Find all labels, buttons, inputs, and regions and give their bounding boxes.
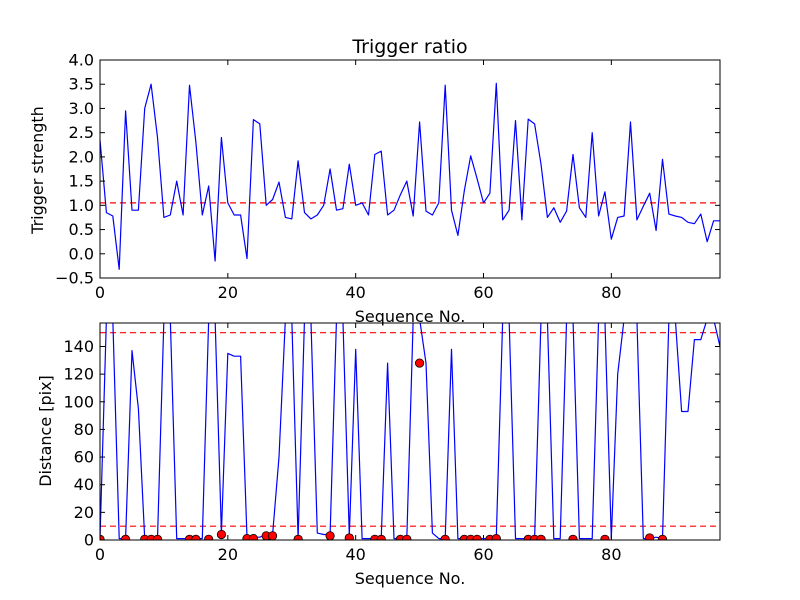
x-tick-label: 80 — [601, 545, 621, 564]
x-axis-label: Sequence No. — [355, 307, 466, 326]
y-tick-label: 0.5 — [69, 220, 94, 239]
data-point — [536, 534, 546, 540]
y-tick-label: −0.5 — [55, 269, 94, 288]
x-tick-labels: 0 20 40 60 80 — [95, 283, 622, 302]
data-point — [402, 534, 412, 540]
data-point — [568, 534, 578, 540]
y-tick-label: 1.5 — [69, 172, 94, 191]
x-tick-label: 60 — [473, 545, 493, 564]
data-point — [645, 533, 655, 540]
y-tick-label: 0 — [84, 531, 94, 550]
y-tick-label: 120 — [63, 365, 94, 384]
data-point — [376, 534, 386, 540]
y-tick-label: 3.0 — [69, 99, 94, 118]
data-point — [657, 534, 668, 540]
data-point — [120, 534, 131, 540]
data-point — [344, 533, 354, 540]
x-tick-label: 40 — [345, 545, 365, 564]
plot-area — [100, 82, 720, 270]
y-tick-label: 40 — [74, 475, 94, 494]
y-tick-label: 0.0 — [69, 244, 94, 263]
x-tick-labels: 0 20 40 60 80 — [95, 545, 622, 564]
axes-frame — [99, 59, 721, 279]
x-axis-label: Sequence No. — [355, 569, 466, 588]
y-tick-label: 4.0 — [69, 51, 94, 70]
data-point — [204, 534, 214, 540]
data-point — [440, 534, 450, 540]
data-point — [191, 534, 201, 540]
x-tick-label: 20 — [218, 545, 238, 564]
y-axis-label: Trigger strength — [28, 106, 47, 235]
x-tick-label: 0 — [95, 545, 105, 564]
series-line — [100, 82, 720, 270]
y-tick-label: 100 — [63, 392, 94, 411]
y-tick-labels: 0 20 40 60 80 100 120 140 — [63, 337, 94, 550]
y-tick-label: 80 — [74, 420, 94, 439]
y-tick-label: 60 — [74, 448, 94, 467]
data-point — [293, 534, 303, 540]
tick-marks — [99, 323, 720, 541]
axes-frame — [99, 322, 721, 541]
y-tick-label: 3.5 — [69, 75, 94, 94]
y-axis-label: Distance [pix] — [36, 375, 55, 487]
x-tick-label: 60 — [473, 283, 493, 302]
x-tick-label: 20 — [218, 283, 238, 302]
data-point — [267, 531, 278, 540]
x-tick-label: 40 — [345, 283, 365, 302]
data-point — [472, 534, 482, 540]
data-point — [248, 534, 259, 540]
data-point — [414, 358, 425, 368]
y-tick-labels: −0.5 0.0 0.5 1.0 1.5 2.0 2.5 3.0 3.5 4.0 — [55, 51, 94, 288]
chart-title: Trigger ratio — [351, 36, 467, 58]
x-tick-label: 0 — [95, 283, 105, 302]
data-point — [491, 534, 501, 540]
plot-area — [100, 323, 720, 540]
distance-panel: 0 20 40 60 80 0 20 40 60 80 100 120 140 Sequence No… — [36, 322, 721, 588]
series-line — [100, 323, 720, 540]
data-point — [216, 529, 227, 540]
y-tick-label: 20 — [74, 503, 94, 522]
data-point — [325, 531, 335, 540]
trigger-ratio-panel: Trigger ratio 0 20 40 60 80 −0.5 0.0 0.5 1.0 1.5… — [28, 36, 721, 326]
y-tick-label: 1.0 — [69, 196, 94, 215]
y-tick-label: 2.0 — [69, 147, 94, 166]
data-point — [152, 534, 163, 540]
x-tick-label: 80 — [601, 283, 621, 302]
data-point — [600, 534, 610, 540]
y-tick-label: 2.5 — [69, 123, 94, 142]
y-tick-label: 140 — [63, 337, 94, 356]
